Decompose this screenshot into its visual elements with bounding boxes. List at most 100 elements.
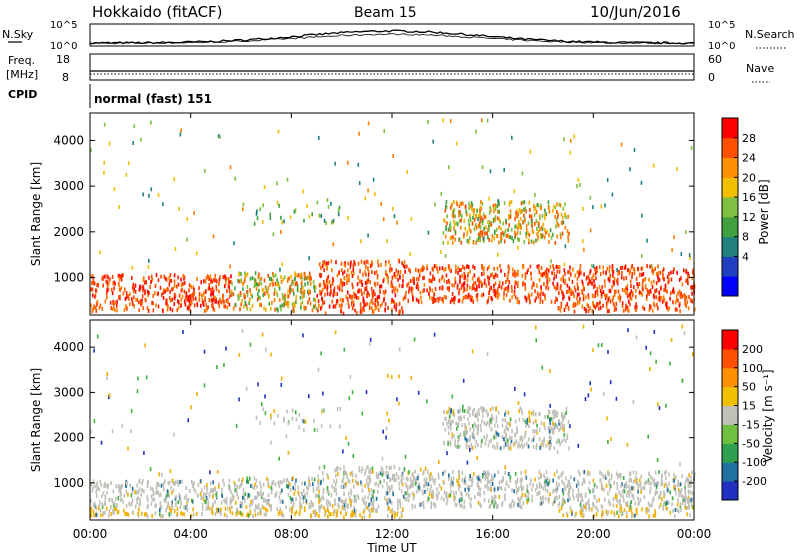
echo-cell [213,296,215,301]
echo-cell [542,222,545,227]
echo-cell [359,513,361,518]
echo-cell [398,466,401,471]
echo-cell [111,498,113,502]
echo-cell [213,308,216,313]
echo-cell [549,403,551,408]
echo-cell [308,394,310,399]
echo-cell [489,407,492,412]
echo-cell [237,510,240,515]
echo-cell [345,435,347,440]
echo-cell [257,275,259,279]
echo-cell [318,283,321,288]
echo-cell [137,511,139,516]
echo-cell [564,486,566,491]
echo-cell [163,487,165,492]
echo-cell [453,495,455,500]
echo-cell [649,264,651,269]
echo-cell [665,476,667,481]
echo-cell [471,298,474,303]
echo-cell [392,473,394,478]
echo-cell [410,216,413,221]
echo-cell [382,279,385,284]
echo-cell [545,285,547,290]
echo-cell [335,260,337,265]
echo-cell [336,406,339,411]
echo-cell [148,258,150,263]
echo-cell [452,483,454,487]
echo-cell [509,435,511,440]
echo-cell [507,443,509,448]
echo-cell [422,276,424,281]
echo-cell [496,273,499,278]
echo-cell [603,279,606,284]
echo-cell [96,481,98,486]
echo-cell [458,436,460,441]
echo-cell [493,209,495,214]
echo-cell [572,303,574,308]
echo-cell [432,300,434,304]
echo-cell [423,266,425,271]
echo-cell [244,271,246,276]
echo-cell [532,420,535,425]
echo-cell [458,288,461,293]
echo-cell [312,280,315,285]
echo-cell [244,492,247,497]
echo-cell [448,406,451,411]
echo-cell [603,487,605,492]
echo-cell [533,207,536,212]
echo-cell [582,293,585,298]
echo-cell [525,231,527,236]
x-tick-label: 04:00 [173,527,208,541]
echo-cell [589,195,592,200]
echo-cell [671,248,673,253]
echo-cell [142,286,145,291]
echo-cell [660,479,663,484]
echo-cell [371,260,373,264]
echo-cell [307,290,309,294]
echo-cell [605,294,607,299]
echo-cell [558,428,560,433]
echo-cell [263,306,265,311]
echo-cell [511,227,513,232]
echo-cell [363,308,365,313]
echo-cell [681,501,684,506]
echo-cell [613,308,616,312]
echo-cell [226,289,228,293]
echo-cell [688,295,690,300]
echo-cell [629,295,632,300]
echo-cell [228,479,231,484]
echo-cell [362,510,365,515]
echo-cell [170,278,173,283]
echo-cell [196,392,198,397]
echo-cell [432,296,435,301]
echo-cell [525,298,528,303]
echo-cell [527,221,530,226]
echo-cell [476,426,479,431]
echo-cell [184,495,186,500]
echo-cell [548,209,551,214]
echo-cell [577,469,580,474]
echo-cell [532,281,535,286]
echo-cell [325,221,327,225]
echo-cell [387,305,389,310]
echo-cell [479,233,481,238]
echo-cell [619,266,622,271]
echo-cell [558,291,560,296]
echo-cell [167,287,169,292]
colorbar-tick-label: -15 [742,418,760,431]
echo-cell [541,439,543,444]
echo-cell [661,299,664,304]
echo-cell [358,466,361,470]
echo-cell [647,434,649,439]
echo-cell [625,510,628,515]
echo-cell [246,284,249,289]
echo-cell [273,409,275,414]
echo-cell [179,494,182,499]
echo-cell [220,500,223,505]
echo-cell [611,285,613,289]
echo-cell [529,264,532,269]
echo-cell [443,278,446,283]
echo-cell [416,476,419,481]
echo-cell [442,240,445,245]
